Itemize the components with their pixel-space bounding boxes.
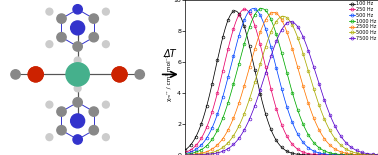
Circle shape [112,67,127,82]
Circle shape [89,107,98,116]
Legend: 100 Hz, 250 Hz, 500 Hz, 1000 Hz, 2500 Hz, 5000 Hz, 7500 Hz: 100 Hz, 250 Hz, 500 Hz, 1000 Hz, 2500 Hz… [349,1,377,41]
Circle shape [73,5,82,14]
Circle shape [73,42,82,51]
Circle shape [46,101,53,108]
Circle shape [102,134,109,141]
Circle shape [57,107,66,116]
Circle shape [135,70,144,79]
Circle shape [74,85,81,92]
Text: ΔT: ΔT [164,49,177,59]
Circle shape [57,14,66,23]
Circle shape [102,41,109,48]
Circle shape [46,134,53,141]
Circle shape [73,135,82,144]
Circle shape [71,21,85,35]
Circle shape [28,67,43,82]
Circle shape [66,63,89,86]
Circle shape [46,41,53,48]
Circle shape [71,114,85,128]
Circle shape [89,126,98,135]
Circle shape [73,98,82,107]
Circle shape [89,33,98,42]
Y-axis label: χₘ’’ / cm³ mol⁻¹: χₘ’’ / cm³ mol⁻¹ [166,54,172,101]
Circle shape [89,14,98,23]
Circle shape [11,70,20,79]
Circle shape [28,67,43,82]
Circle shape [102,101,109,108]
Circle shape [57,33,66,42]
Circle shape [112,67,127,82]
Circle shape [57,126,66,135]
Circle shape [74,57,81,64]
Circle shape [102,8,109,15]
Circle shape [46,8,53,15]
